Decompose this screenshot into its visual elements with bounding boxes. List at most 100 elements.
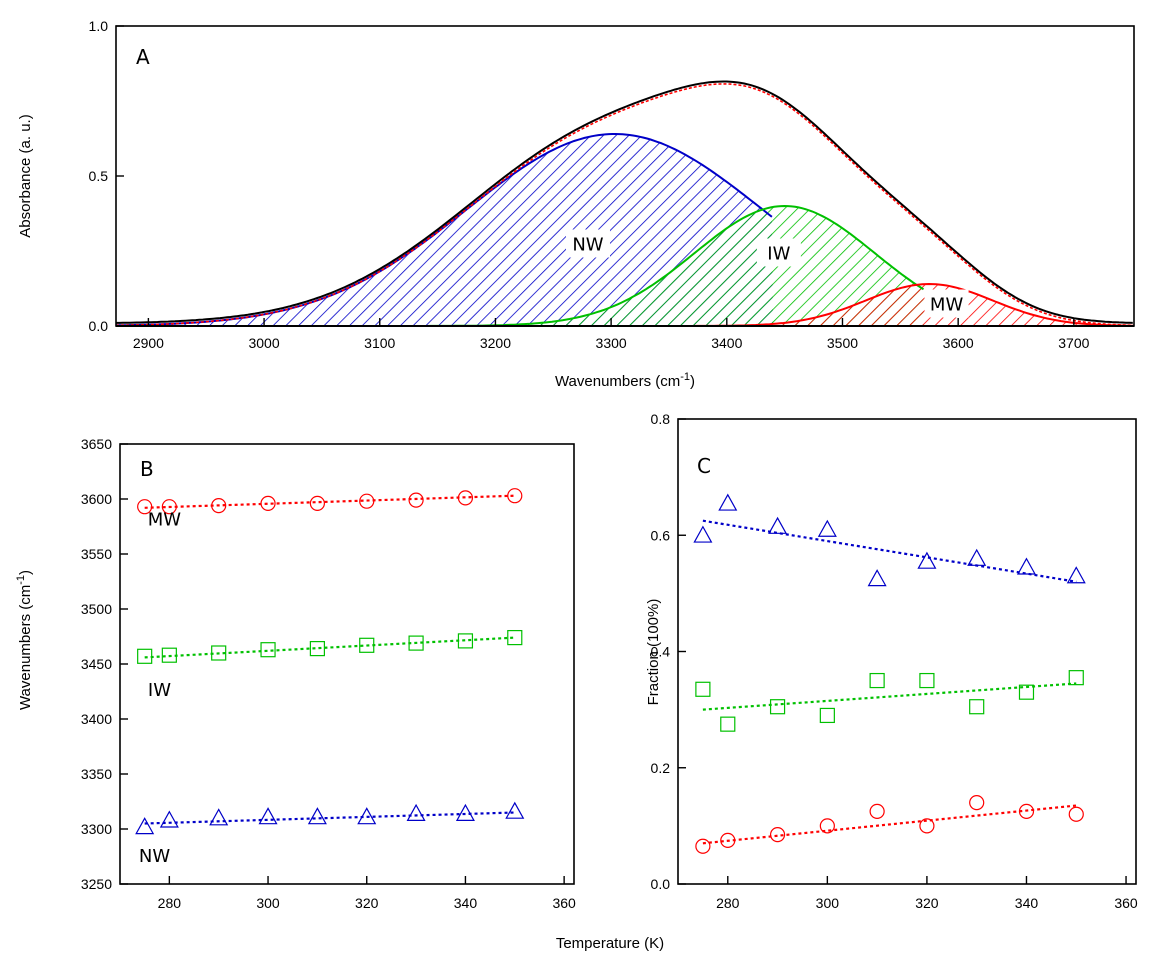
panel-c-point-nw (768, 516, 788, 534)
panel-c-point-nw (917, 551, 937, 569)
panel-b-y-tick-label-3450: 3450 (81, 656, 112, 672)
panel-c-x-tick-label-320: 320 (915, 895, 939, 911)
panel-a-spectrum: 2900 3000 3100 3200 3300 3400 3500 3600 3700 0.0 0… (17, 18, 1135, 390)
panel-c-x-tick-label-280: 280 (716, 895, 740, 911)
panel-b-y-tick-label-3650: 3650 (81, 436, 112, 452)
panel-b-x-tick-label-360: 360 (552, 895, 576, 911)
panel-c-point-nw (967, 548, 987, 566)
panel-c-point-nw (1066, 566, 1086, 584)
panel-b-point-mw (211, 498, 227, 514)
peak-label-bg-nw (565, 229, 610, 258)
panel-c-point-iw (869, 672, 885, 689)
panel-c-point-iw (769, 699, 786, 715)
panel-c-point-nw (693, 525, 713, 543)
panel-b-point-iw (359, 637, 375, 653)
panel-b-x-tick-label-280: 280 (158, 895, 182, 911)
panel-b-point-nw (258, 807, 278, 825)
peak-label-iw: IW (767, 244, 790, 265)
panel-b-y-tick-label-3550: 3550 (81, 546, 112, 562)
fit-sum-curve (116, 83, 1133, 326)
panel-b-letter: B (140, 457, 154, 481)
panel-b-point-mw (359, 493, 375, 509)
panel-c-point-mw (720, 832, 736, 849)
panel-c-point-iw (720, 716, 736, 732)
panel-b-point-nw (307, 807, 327, 825)
panel-c-point-iw (695, 681, 711, 697)
panel-b-point-mw (161, 499, 177, 515)
panel-b-point-nw (209, 808, 229, 826)
panel-b-x-tick-label-340: 340 (454, 895, 478, 911)
panel-a-x-axis-title: Wavenumbers (cm-1) (555, 371, 695, 390)
panel-c-point-nw (1016, 557, 1036, 575)
component-fill-mw (651, 284, 1134, 326)
x-tick-label-3400: 3400 (711, 335, 742, 351)
panel-b-point-nw (159, 810, 179, 828)
panel-b-point-iw (211, 645, 227, 661)
panel-b-point-iw (161, 647, 177, 663)
panel-b-point-mw (457, 490, 474, 506)
panel-b-x-tick-label-300: 300 (256, 895, 280, 911)
panel-a-y-axis-title: Absorbance (a. u.) (17, 114, 34, 237)
panel-b-y-axis-title: Wavenumbers (cm-1) (15, 570, 34, 710)
panel-c-fit-line-iw (702, 682, 1077, 711)
panel-c-x-tick-label-300: 300 (816, 895, 840, 911)
panel-c-fit-line-mw (702, 804, 1077, 845)
component-fill-iw (402, 206, 924, 326)
panel-b-point-mw (507, 488, 523, 504)
panel-c-point-iw (919, 672, 935, 689)
panel-b-point-nw (505, 801, 525, 819)
x-tick-label-3200: 3200 (480, 335, 511, 351)
panel-b-point-iw (137, 648, 153, 664)
panel-c-letter: C (697, 454, 711, 478)
panel-c-point-mw (1018, 803, 1035, 819)
panel-a-letter: A (136, 45, 150, 69)
panel-b-point-mw (309, 495, 325, 511)
x-tick-label-2900: 2900 (133, 335, 164, 351)
x-tick-label-3300: 3300 (596, 335, 627, 351)
panel-b-point-nw (357, 807, 377, 825)
panel-c-point-nw (817, 519, 837, 537)
panel-b-point-iw (408, 635, 424, 651)
x-tick-label-3600: 3600 (943, 335, 974, 351)
panel-b-x-tick-label-320: 320 (355, 895, 379, 911)
panel-b-point-iw (309, 640, 325, 657)
panel-c-point-nw (718, 493, 738, 511)
panel-b-point-mw (137, 499, 153, 515)
panel-b-fit-line-nw (144, 811, 515, 825)
panel-c-y-axis-title: Fraction (100%) (645, 599, 662, 706)
panel-c-x-tick-label-360: 360 (1114, 895, 1138, 911)
panel-b-series-label-nw: NW (139, 846, 170, 867)
panel-b-y-tick-label-3350: 3350 (81, 766, 112, 782)
panel-b-point-iw (507, 629, 523, 646)
panel-b-series-label-iw: IW (148, 680, 171, 701)
y-tick-label-0.0: 0.0 (89, 318, 109, 334)
panel-b-point-iw (457, 633, 474, 649)
panel-c-point-iw (1018, 684, 1035, 700)
measured-spectrum-curve (116, 80, 1133, 324)
peak-label-bg-iw (756, 238, 801, 267)
panel-c-point-mw (869, 803, 885, 819)
panel-b-series-label-mw: MW (148, 509, 182, 530)
x-tick-label-3100: 3100 (364, 335, 395, 351)
panel-b-point-nw (406, 803, 426, 822)
panel-c-y-tick-label-0.2: 0.2 (651, 760, 671, 776)
panel-c-point-mw (769, 826, 786, 843)
panel-b-point-iw (260, 642, 276, 658)
panel-c-y-tick-label-0.6: 0.6 (651, 527, 671, 543)
panel-c-y-tick-label-0.4: 0.4 (651, 644, 671, 660)
y-tick-label-1.0: 1.0 (89, 18, 109, 34)
panel-c-y-tick-label-0.0: 0.0 (651, 876, 671, 892)
panel-b-point-nw (455, 803, 475, 822)
panel-b-fit-line-iw (144, 636, 515, 659)
panel-b-y-tick-label-3600: 3600 (81, 491, 112, 507)
panel-b-fit-line-mw (144, 494, 515, 509)
panel-c-point-mw (919, 818, 935, 834)
panel-c-y-tick-label-0.8: 0.8 (651, 411, 671, 427)
peak-label-mw: MW (930, 295, 964, 316)
y-tick-label-0.5: 0.5 (89, 168, 109, 184)
component-fill-nw (116, 134, 774, 326)
peak-label-nw: NW (572, 235, 603, 256)
panel-c-point-iw (969, 699, 985, 715)
panel-c-point-mw (819, 818, 835, 834)
